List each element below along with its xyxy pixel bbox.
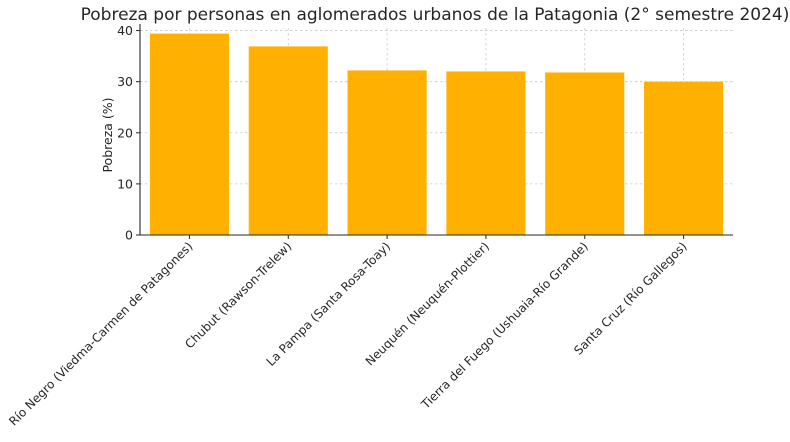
- chart-title: Pobreza por personas en aglomerados urba…: [81, 5, 790, 25]
- y-tick-label: 20: [117, 125, 133, 140]
- y-tick-label: 40: [117, 23, 133, 38]
- y-tick-label: 30: [117, 74, 133, 89]
- bar: [149, 33, 229, 235]
- bar: [347, 70, 427, 235]
- bar: [248, 46, 328, 236]
- x-tick-label: Río Negro (Viedma-Carmen de Patagones): [6, 239, 195, 428]
- y-tick-label: 0: [125, 228, 133, 243]
- axes: [139, 24, 733, 236]
- bar: [644, 81, 724, 236]
- x-tick-label: Tierra del Fuego (Ushuaia-Río Grande): [418, 239, 591, 412]
- y-axis-label: Pobreza (%): [100, 97, 115, 172]
- x-tick-label: Chubut (Rawson-Trelew): [182, 239, 294, 351]
- x-tick-label: Santa Cruz (Río Gallegos): [571, 239, 690, 358]
- bar: [446, 71, 526, 235]
- x-ticks: Río Negro (Viedma-Carmen de Patagones)Ch…: [6, 235, 690, 429]
- bars: [149, 33, 724, 236]
- y-tick-label: 10: [117, 176, 133, 191]
- bar: [545, 72, 625, 235]
- y-ticks: 0 10 20 30 40: [117, 23, 140, 243]
